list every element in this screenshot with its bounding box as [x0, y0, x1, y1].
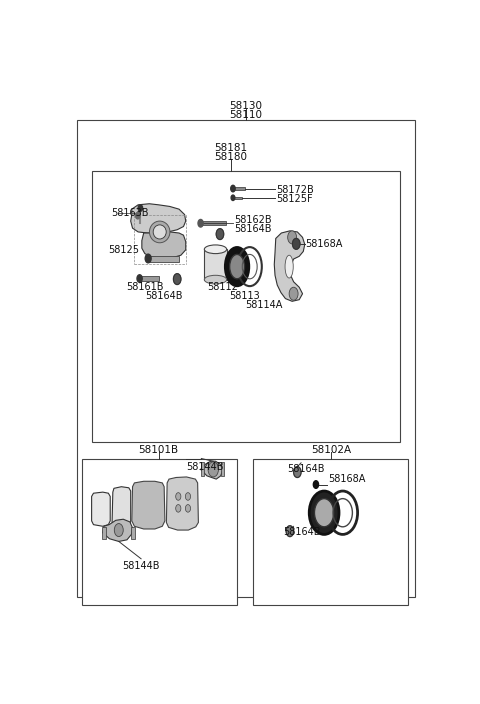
- Text: 58130: 58130: [229, 101, 263, 111]
- Bar: [132, 527, 135, 539]
- Bar: [253, 458, 408, 605]
- Polygon shape: [201, 461, 223, 479]
- Text: 58144B: 58144B: [186, 462, 224, 472]
- Text: 58168A: 58168A: [328, 474, 365, 484]
- Circle shape: [138, 205, 143, 211]
- Text: 58125: 58125: [108, 246, 139, 256]
- Text: 58102A: 58102A: [311, 446, 351, 455]
- Circle shape: [294, 467, 301, 477]
- Circle shape: [185, 505, 191, 513]
- Circle shape: [198, 220, 203, 227]
- Text: 58110: 58110: [229, 110, 263, 120]
- Bar: [148, 256, 179, 262]
- Ellipse shape: [153, 225, 166, 239]
- Polygon shape: [131, 203, 186, 233]
- Text: 58101B: 58101B: [139, 446, 179, 455]
- Text: 58112: 58112: [207, 282, 238, 291]
- Text: 58164B: 58164B: [283, 527, 321, 536]
- Bar: [102, 527, 106, 539]
- Text: 58144B: 58144B: [122, 561, 160, 571]
- Circle shape: [135, 213, 140, 219]
- Polygon shape: [142, 232, 186, 258]
- Ellipse shape: [204, 245, 227, 253]
- Circle shape: [314, 498, 334, 527]
- Text: 58164B: 58164B: [234, 224, 272, 234]
- Polygon shape: [112, 486, 131, 527]
- Circle shape: [309, 491, 339, 534]
- Bar: [201, 463, 204, 476]
- Bar: [234, 187, 244, 190]
- Polygon shape: [92, 492, 110, 527]
- Text: 58113: 58113: [229, 291, 260, 301]
- Circle shape: [286, 526, 294, 536]
- Bar: [140, 276, 158, 282]
- Text: 58172B: 58172B: [276, 184, 313, 194]
- Circle shape: [173, 274, 181, 284]
- Circle shape: [145, 254, 151, 263]
- Polygon shape: [167, 477, 198, 530]
- Circle shape: [208, 462, 218, 477]
- Circle shape: [313, 481, 319, 489]
- Polygon shape: [132, 482, 165, 529]
- Text: 58114A: 58114A: [245, 300, 283, 310]
- Circle shape: [216, 229, 224, 239]
- Bar: [77, 120, 415, 597]
- Bar: [221, 463, 225, 476]
- Bar: [92, 171, 400, 442]
- Text: 58163B: 58163B: [111, 208, 149, 218]
- Bar: [204, 249, 227, 279]
- Ellipse shape: [204, 275, 227, 284]
- Text: 58125F: 58125F: [276, 194, 312, 204]
- Circle shape: [137, 275, 142, 282]
- Polygon shape: [274, 231, 305, 301]
- Circle shape: [231, 195, 235, 201]
- Text: 58162B: 58162B: [234, 215, 272, 225]
- Text: 58180: 58180: [215, 152, 248, 162]
- Circle shape: [289, 287, 298, 300]
- Text: 58181: 58181: [215, 144, 248, 153]
- Text: 58164B: 58164B: [287, 465, 324, 474]
- Circle shape: [185, 493, 191, 501]
- Text: 58168A: 58168A: [305, 239, 343, 249]
- Text: 58161B: 58161B: [126, 282, 164, 291]
- Polygon shape: [103, 520, 132, 541]
- Circle shape: [292, 239, 300, 249]
- Bar: [83, 458, 237, 605]
- Ellipse shape: [285, 256, 293, 278]
- Text: 58164B: 58164B: [145, 291, 183, 301]
- Circle shape: [288, 231, 297, 244]
- Circle shape: [176, 493, 181, 501]
- Bar: [234, 196, 242, 199]
- Ellipse shape: [225, 247, 249, 286]
- Circle shape: [231, 185, 235, 191]
- Circle shape: [176, 505, 181, 513]
- Ellipse shape: [149, 221, 170, 243]
- Circle shape: [114, 524, 123, 536]
- Ellipse shape: [229, 254, 244, 279]
- Bar: [202, 221, 226, 225]
